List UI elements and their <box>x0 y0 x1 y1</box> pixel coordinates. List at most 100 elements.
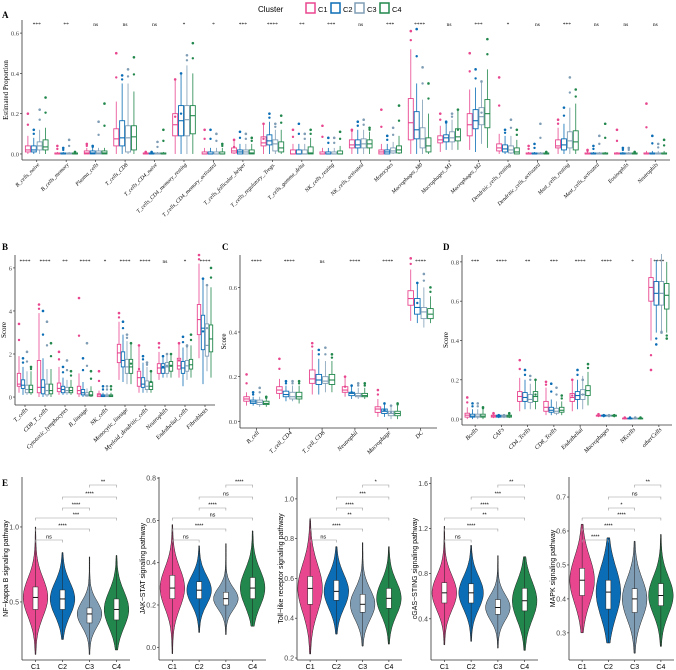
outlier-point <box>476 402 480 405</box>
outlier-point <box>389 404 393 407</box>
outlier-point <box>280 121 283 124</box>
box-c3 <box>507 118 514 154</box>
outlier-point <box>250 139 253 143</box>
category-group: Neutrophils ns <box>636 22 668 186</box>
outlier-point <box>397 104 401 107</box>
box-body <box>605 579 612 610</box>
box-c3 <box>625 146 632 155</box>
box-c1 <box>614 128 620 155</box>
panel-e4: 0.4 0.8 1.2 1.6 cGAS−STING signaling pathway… <box>412 477 538 670</box>
box-body <box>354 392 362 398</box>
x-tick-label: C1 <box>306 664 315 670</box>
significance-label: * <box>507 22 510 28</box>
outlier-point <box>574 88 578 91</box>
box-body <box>113 128 120 147</box>
box-c2 <box>295 122 302 155</box>
box-body <box>527 394 533 403</box>
outlier-point <box>651 142 654 145</box>
box-body <box>407 98 414 141</box>
box-c4 <box>396 104 402 154</box>
box-body <box>56 382 62 393</box>
y-tick-label: 0.0 <box>229 419 237 426</box>
box-body <box>260 136 267 147</box>
x-tick-label: C3 <box>85 664 94 670</box>
box-c4 <box>559 394 565 416</box>
box-c2 <box>522 368 528 410</box>
y-tick-label: 0.4 <box>11 71 20 78</box>
x-tick-label: Macrophages_M1 <box>420 162 454 196</box>
panel-d: 0.00.20.40.60.8ScoreBcells***CAFs****CD4… <box>442 254 672 455</box>
significance-label: **** <box>332 524 341 530</box>
box-c2 <box>381 402 388 417</box>
outlier-point <box>77 334 81 337</box>
outlier-point <box>258 391 261 394</box>
box-body <box>572 130 579 151</box>
outlier-point <box>333 141 336 145</box>
box-body <box>42 139 49 151</box>
significance-label: * <box>104 259 107 265</box>
outlier-point <box>29 367 33 371</box>
x-tick-label: C2 <box>467 664 476 670</box>
outlier-point <box>150 151 153 155</box>
outlier-point <box>65 359 69 362</box>
box-c2 <box>160 354 166 378</box>
panel-e2: 0.0 0.2 0.4 0.6 0.8 JAK−STAT signaling pathwa… <box>140 476 266 670</box>
box-c2 <box>653 259 659 346</box>
outlier-point <box>492 412 495 415</box>
box-body <box>308 369 316 384</box>
box-body <box>307 146 314 155</box>
box-c4 <box>108 384 114 398</box>
violin-c3: C3 <box>350 542 376 670</box>
box-body <box>301 149 308 155</box>
y-tick-label: 0.4 <box>451 338 460 345</box>
significance-label: **** <box>72 503 81 509</box>
box-body <box>88 391 94 397</box>
outlier-point <box>245 373 248 376</box>
outlier-point <box>560 394 564 397</box>
box-c3 <box>655 142 662 155</box>
outlier-point <box>44 96 47 99</box>
box-c1 <box>196 253 202 359</box>
box-c2 <box>601 413 607 418</box>
box-c4 <box>307 128 314 155</box>
box-c3 <box>256 386 263 407</box>
significance-label: **** <box>251 259 262 265</box>
box-c3 <box>36 108 43 154</box>
significance-label: ns <box>623 22 628 28</box>
panel-letter-c: C <box>222 242 229 252</box>
x-tick-label: B_lineage <box>68 407 90 429</box>
box-c4 <box>42 96 49 154</box>
outlier-point <box>576 368 579 372</box>
outlier-point <box>244 137 248 141</box>
significance-label: **** <box>604 524 613 530</box>
box-body <box>48 383 54 395</box>
outlier-point <box>129 341 133 345</box>
comparison-bracket: ns <box>35 535 63 543</box>
outlier-point <box>327 141 330 145</box>
box-c2 <box>178 72 185 154</box>
bracket-line <box>634 484 662 488</box>
box-c3 <box>104 384 110 398</box>
significance-label: **** <box>414 22 425 28</box>
box-c1 <box>466 51 473 150</box>
y-tick-label: 0.5 <box>556 562 566 569</box>
box-c4 <box>148 369 154 393</box>
outlier-point <box>177 341 181 345</box>
x-tick-label: Bcells <box>465 427 480 442</box>
y-tick-label: 0.7 <box>556 495 566 502</box>
category-group: Bcells *** <box>464 259 486 442</box>
box-c1 <box>243 373 250 406</box>
outlier-point <box>165 352 169 356</box>
box-c4 <box>72 150 78 155</box>
significance-label: **** <box>480 503 489 509</box>
box-c4 <box>337 130 344 155</box>
outlier-point <box>450 112 454 115</box>
comparison-bracket: **** <box>581 513 662 521</box>
outlier-point <box>576 373 579 377</box>
outlier-point <box>603 122 607 126</box>
box-c3 <box>301 132 308 155</box>
outlier-point <box>215 132 218 136</box>
violin-c1: C1 <box>22 526 49 670</box>
x-tick-label: C4 <box>112 664 121 670</box>
